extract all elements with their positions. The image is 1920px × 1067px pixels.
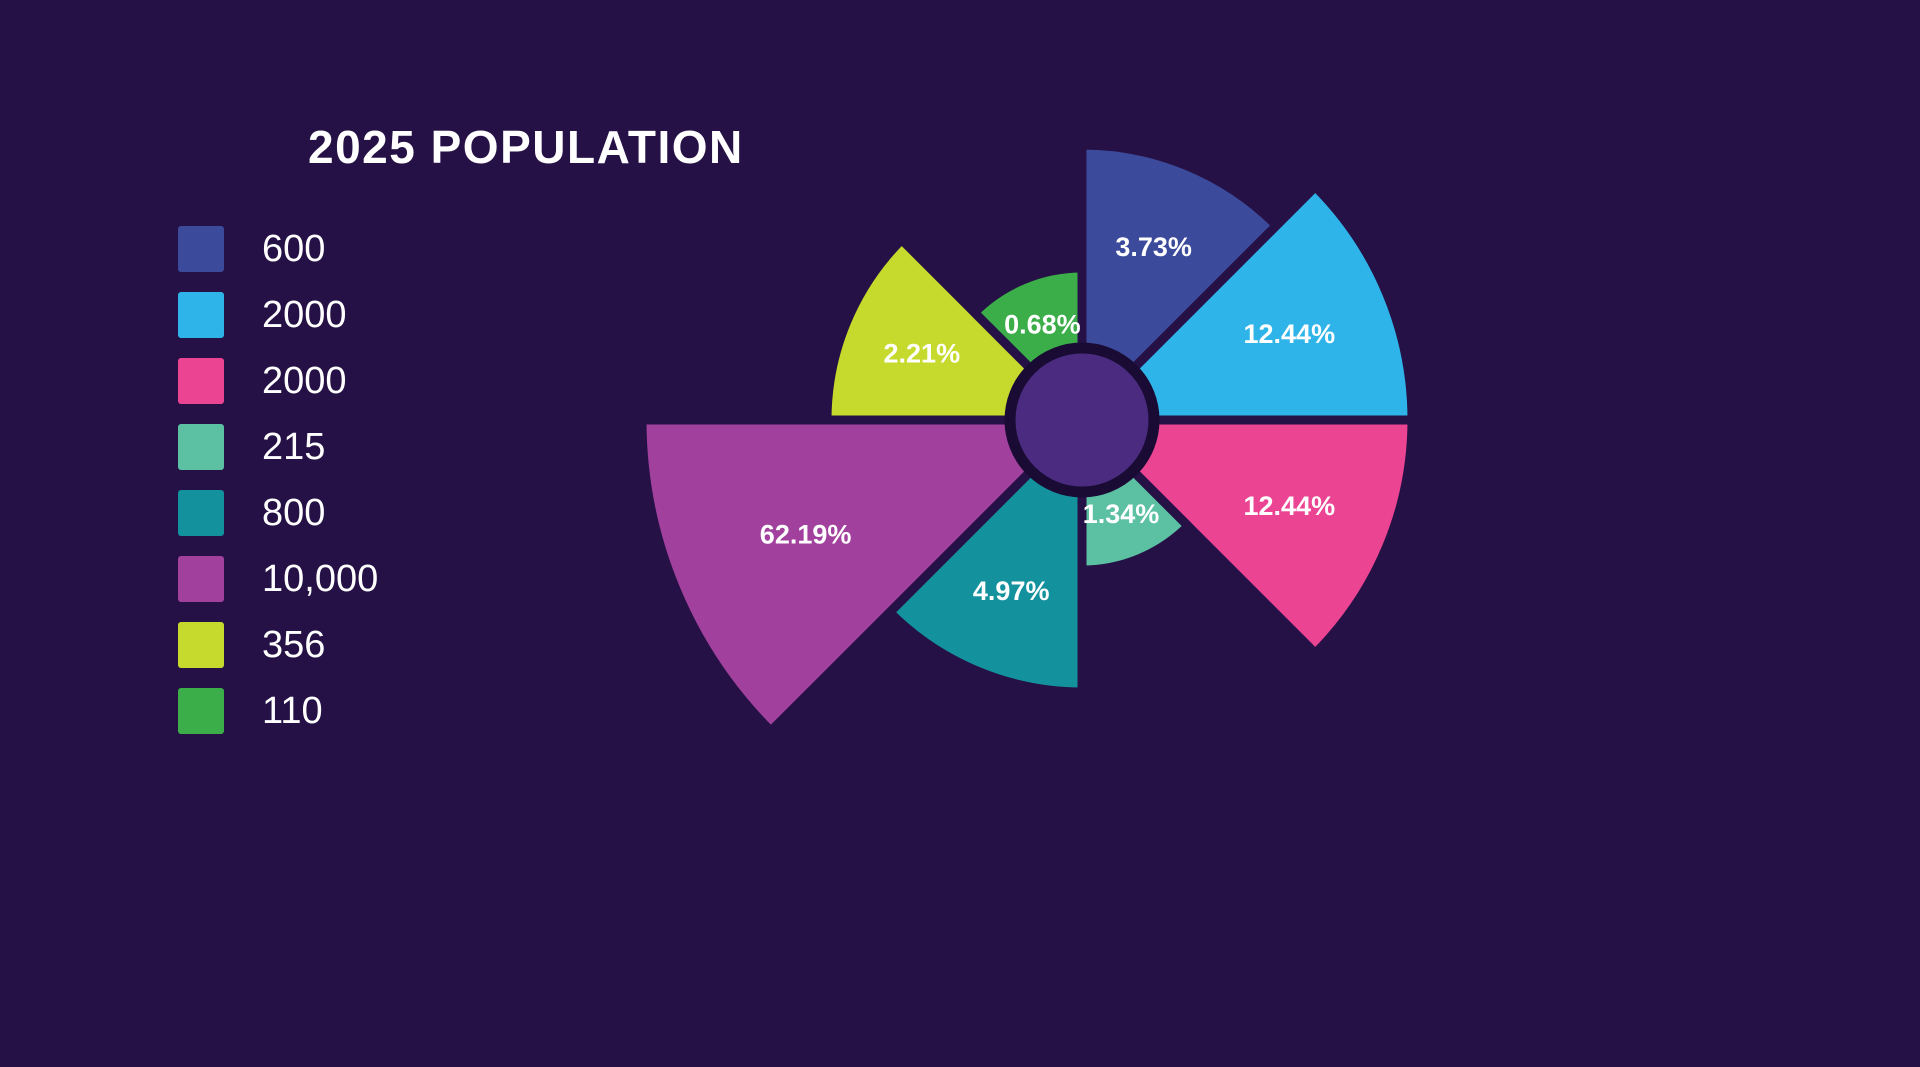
slice-label: 62.19% [760,520,852,550]
center-circle [1004,342,1160,498]
legend-swatch [178,226,224,272]
legend-swatch [178,358,224,404]
legend-item: 10,000 [178,556,378,602]
legend-swatch [178,424,224,470]
legend-label: 215 [262,426,326,468]
slice-label: 3.73% [1115,232,1192,262]
legend-swatch [178,292,224,338]
legend-item: 2000 [178,292,378,338]
legend: 600 2000 2000 215 800 10,000 356 110 [178,226,378,734]
legend-item: 2000 [178,358,378,404]
legend-item: 600 [178,226,378,272]
legend-item: 356 [178,622,378,668]
legend-swatch [178,556,224,602]
legend-label: 110 [262,690,323,732]
slice-label: 1.34% [1083,499,1160,529]
chart-title: 2025 POPULATION [308,121,744,173]
slice-label: 4.97% [973,576,1050,606]
legend-label: 10,000 [262,558,379,600]
slice-label: 2.21% [884,339,961,369]
legend-swatch [178,622,224,668]
legend-label: 2000 [262,294,347,336]
slice-label: 0.68% [1004,310,1081,340]
slice-label: 12.44% [1244,319,1336,349]
legend-item: 110 [178,688,378,734]
slice-label: 12.44% [1244,491,1336,521]
legend-label: 600 [262,228,326,270]
legend-label: 800 [262,492,326,534]
legend-swatch [178,688,224,734]
legend-item: 215 [178,424,378,470]
legend-swatch [178,490,224,536]
legend-label: 356 [262,624,326,666]
legend-item: 800 [178,490,378,536]
legend-label: 2000 [262,360,347,402]
